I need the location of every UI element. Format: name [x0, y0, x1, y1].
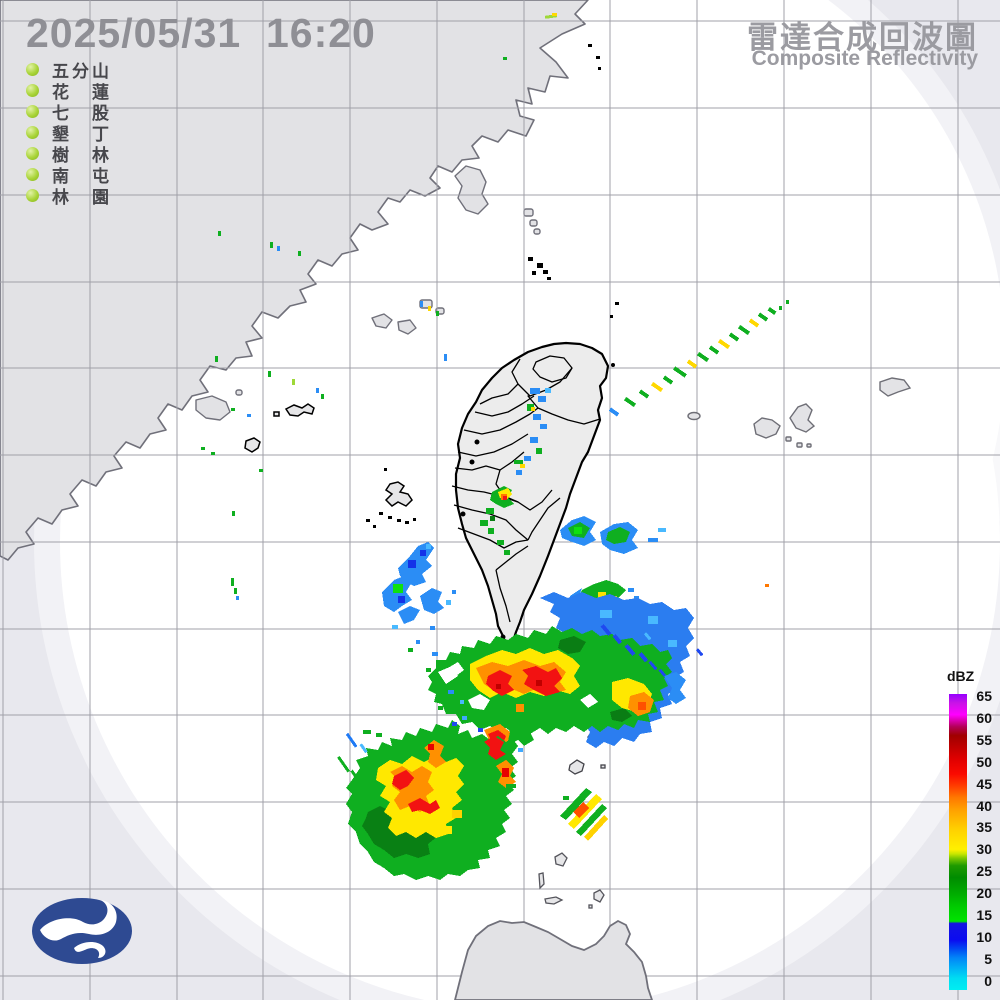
station-name: 五分山 [52, 62, 109, 81]
station-row: 南屯 [26, 164, 109, 186]
station-name: 林園 [52, 188, 109, 207]
station-name: 七股 [52, 104, 109, 123]
dbz-tick-label: 60 [976, 709, 992, 726]
echo-north-taiwan [516, 388, 551, 475]
outlying-islands [244, 44, 619, 528]
dbz-tick-label: 25 [976, 863, 992, 880]
logo-cloud-swirl-upper [40, 900, 117, 941]
dbz-tick-label: 55 [976, 731, 992, 748]
dbz-tick-label: 30 [976, 841, 992, 858]
page-title-zh: 雷達合成回波圖 [747, 20, 978, 55]
echo-strait-patches [382, 542, 456, 630]
penghu-islets [366, 468, 416, 528]
station-row: 林園 [26, 185, 109, 207]
penghu-islands [384, 481, 413, 507]
colorbar-unit-label: dBZ [947, 668, 975, 684]
station-status-dot [26, 168, 39, 181]
kinmen-island [284, 403, 315, 417]
dbz-colorbar [949, 694, 967, 990]
dbz-tick-label: 65 [976, 688, 992, 704]
ryukyu-islands [687, 377, 912, 448]
station-status-dot [26, 147, 39, 160]
radar-station-list: 五分山花蓮七股墾丁樹林南屯林園 [26, 59, 109, 207]
station-status-dot [26, 126, 39, 139]
dbz-tick-label: 5 [984, 950, 992, 967]
dbz-tick-label: 40 [976, 797, 992, 814]
station-status-dot [26, 105, 39, 118]
station-row: 七股 [26, 101, 109, 123]
luzon-landmass [454, 919, 653, 1000]
station-status-dot [26, 84, 39, 97]
echo-sw-blob [337, 716, 523, 880]
echo-se-streaks [560, 788, 608, 841]
echo-specks [201, 13, 789, 600]
china-coastline [0, 0, 589, 561]
station-status-dot [26, 63, 39, 76]
station-status-dot [26, 189, 39, 202]
central-weather-administration-logo [32, 898, 132, 964]
station-row: 花蓮 [26, 80, 109, 102]
dbz-tick-label: 35 [976, 819, 992, 836]
dbz-tick-label: 0 [984, 972, 992, 989]
dbz-tick-label: 10 [976, 928, 992, 945]
echo-east-offshore [560, 516, 666, 554]
station-row: 樹林 [26, 143, 109, 165]
dbz-tick-label: 15 [976, 907, 992, 923]
logo-cloud-swirl-lower [74, 942, 106, 958]
dbz-tick-label: 45 [976, 775, 992, 792]
station-row: 墾丁 [26, 122, 109, 144]
station-row: 五分山 [26, 59, 109, 81]
station-name: 花蓮 [52, 83, 109, 102]
radar-echoes [201, 13, 789, 880]
dbz-tick-label: 20 [976, 885, 992, 902]
timestamp: 2025/05/31 16:20 [26, 10, 376, 56]
luzon-batanes-islands [454, 852, 653, 1000]
station-name: 樹林 [52, 146, 109, 165]
dbz-tick-label: 50 [976, 753, 992, 770]
echo-main-band [408, 592, 704, 748]
matsu-islands [528, 44, 619, 318]
station-name: 墾丁 [52, 125, 109, 144]
echo-central-taiwan [480, 460, 525, 555]
echo-ne-streaks [608, 307, 777, 417]
station-name: 南屯 [52, 167, 109, 186]
page-title-en: Composite Reflectivity [751, 47, 978, 70]
